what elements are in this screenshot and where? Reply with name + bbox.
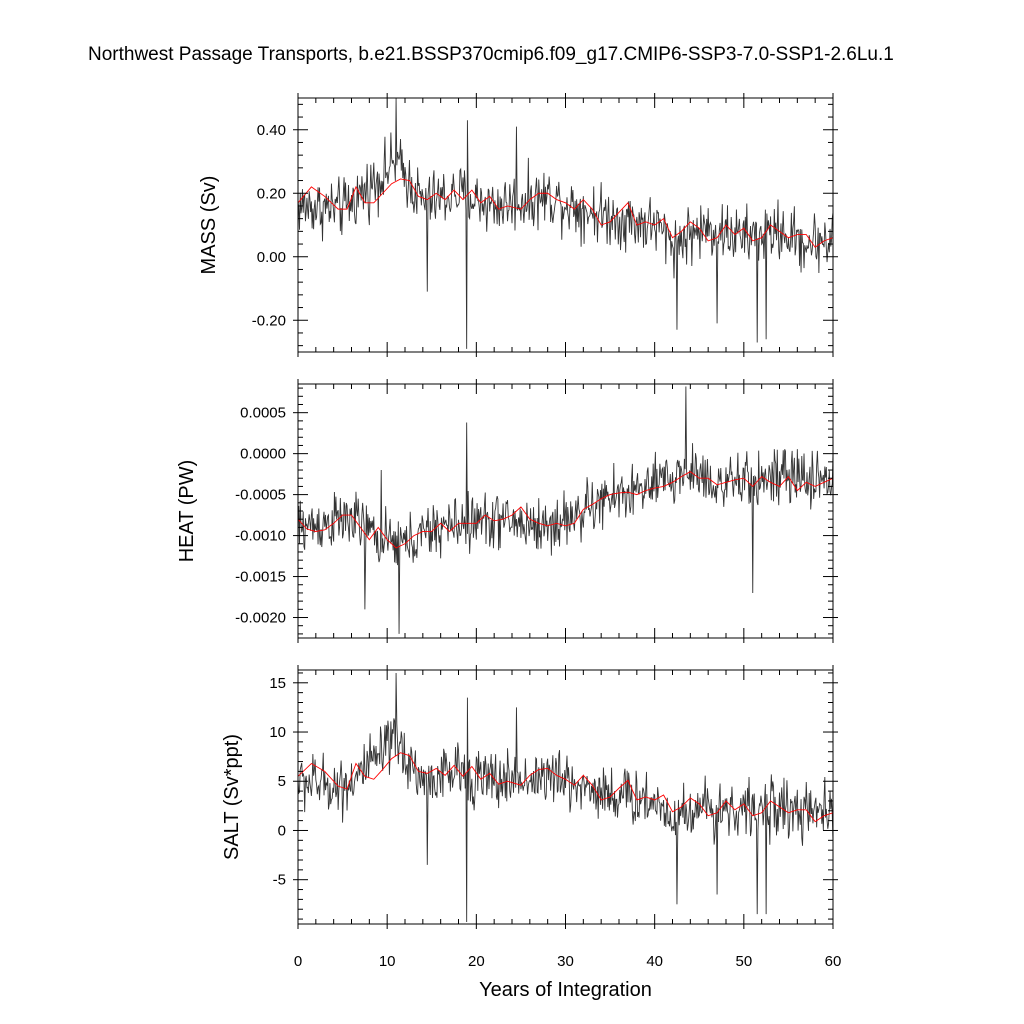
y-tick-label-heat: -0.0020 <box>235 610 286 627</box>
series-mass-smoothed <box>298 178 833 248</box>
y-axis-label-heat: HEAT (PW) <box>176 460 198 563</box>
x-tick-label: 20 <box>468 953 485 970</box>
y-tick-label-mass: -0.20 <box>252 312 286 329</box>
y-tick-label-mass: 0.20 <box>257 185 286 202</box>
x-tick-label: 60 <box>825 953 842 970</box>
series-heat-smoothed <box>298 471 833 549</box>
y-tick-label-salt: 15 <box>269 675 286 692</box>
x-tick-label: 0 <box>294 953 302 970</box>
x-tick-label: 30 <box>557 953 574 970</box>
x-axis-label: Years of Integration <box>479 979 652 1001</box>
y-tick-label-salt: 0 <box>278 822 286 839</box>
panel-salt: -5 0 5 10 15 SALT (Sv*ppt) 0 10 20 30 40 50 60 Years … <box>221 665 841 1001</box>
y-tick-label-salt: 5 <box>278 773 286 790</box>
y-tick-label-heat: 0.0000 <box>240 446 286 463</box>
chart-title: Northwest Passage Transports, b.e21.BSSP… <box>0 44 1024 74</box>
series-heat-monthly <box>298 386 833 634</box>
y-tick-label-salt: -5 <box>273 872 286 889</box>
y-axis-label-mass: MASS (Sv) <box>198 176 220 275</box>
x-tick-label: 10 <box>379 953 396 970</box>
y-tick-label-heat: 0.0005 <box>240 405 286 422</box>
y-tick-label-heat: -0.0010 <box>235 528 286 545</box>
y-axis-label-salt: SALT (Sv*ppt) <box>221 734 243 860</box>
y-tick-label-mass: 0.40 <box>257 122 286 139</box>
panel-heat: -0.0020 -0.0015 -0.0010 -0.0005 0.0000 0.0005… <box>176 379 838 643</box>
series-salt-smoothed <box>298 752 833 823</box>
panel-mass: -0.20 0.00 0.20 0.40 MASS (Sv) <box>198 93 838 357</box>
y-tick-label-mass: 0.00 <box>257 249 286 266</box>
y-tick-label-salt: 10 <box>269 724 286 741</box>
y-tick-label-heat: -0.0015 <box>235 569 286 586</box>
series-mass-monthly <box>298 98 833 349</box>
y-tick-label-heat: -0.0005 <box>235 487 286 504</box>
series-salt-monthly <box>298 672 833 923</box>
chart-title-text: Northwest Passage Transports, b.e21.BSSP… <box>88 44 894 65</box>
x-tick-label: 50 <box>735 953 752 970</box>
x-tick-label: 40 <box>646 953 663 970</box>
